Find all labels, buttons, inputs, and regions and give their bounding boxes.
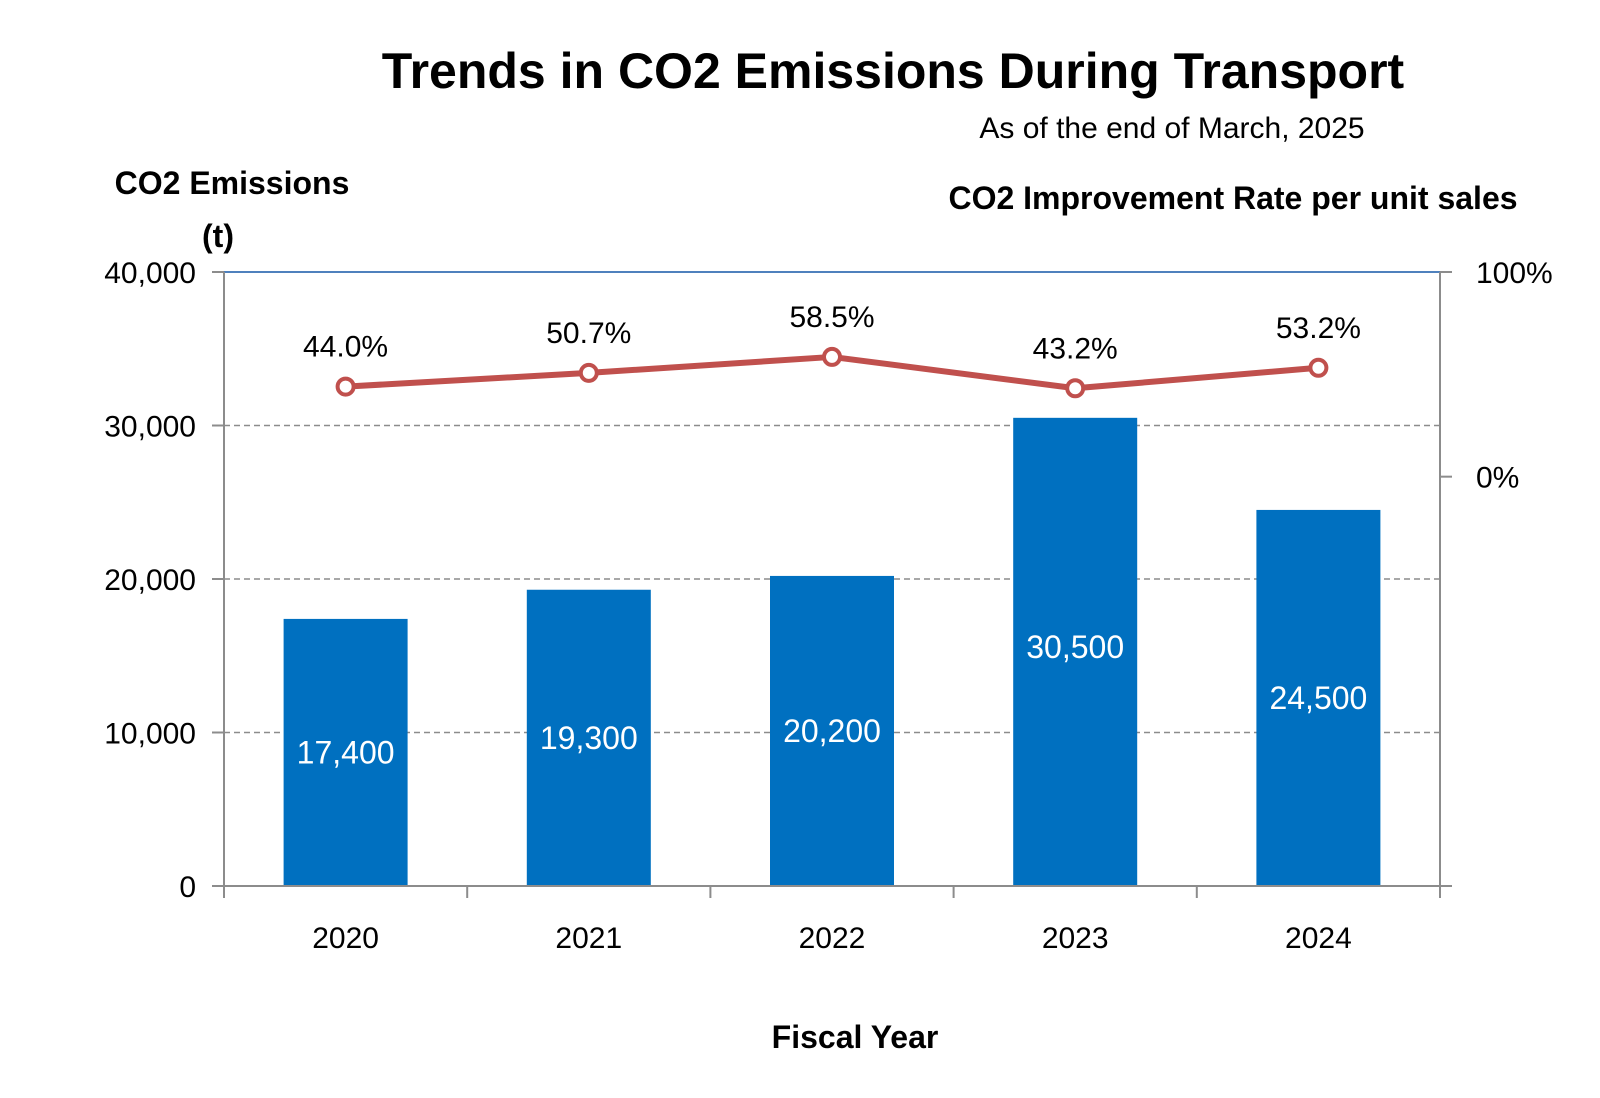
rate-value-label: 43.2% [1033,332,1118,365]
bar-value-label: 24,500 [1269,680,1367,716]
bar-2024 [1256,509,1381,886]
data-labels: 17,400 19,300 20,200 30,500 24,500 44.0% 50.7%… [297,301,1368,771]
axes: 0 10,000 20,000 30,000 40,000 0% 100% 2020 2021 2… [104,257,1553,955]
y2-axis-title: CO2 Improvement Rate per unit sales [948,180,1517,216]
rate-marker-2021 [578,362,599,383]
y2-tick-label: 100% [1476,257,1553,290]
y-tick-label: 0 [179,871,196,904]
bar-series [283,417,1381,886]
y-axis-title: CO2 Emissions [115,165,350,201]
rate-value-label: 53.2% [1276,312,1361,345]
y-tick-label: 30,000 [104,411,196,444]
x-tick-label: 2022 [799,922,866,955]
x-tick-label: 2024 [1285,922,1352,955]
y-tick-label: 20,000 [104,564,196,597]
bar-2022 [770,575,894,886]
bar-2023 [1013,417,1138,886]
bar-value-label: 30,500 [1026,629,1124,665]
rate-marker-2023 [1065,378,1086,399]
line-series [335,346,1329,399]
y-tick-label: 40,000 [104,257,196,290]
rate-marker-2024 [1308,357,1329,378]
y2-tick-label: 0% [1476,462,1519,495]
x-tick-label: 2020 [312,922,379,955]
bar-value-label: 17,400 [297,734,395,770]
bar-value-label: 20,200 [783,713,881,749]
chart-title: Trends in CO2 Emissions During Transport [382,43,1405,99]
rate-marker-2022 [822,346,842,367]
gridlines [224,271,1440,734]
rate-value-label: 50.7% [546,317,631,350]
y-axis-unit: (t) [202,218,234,254]
bar-value-label: 19,300 [540,720,638,756]
bar-2021 [526,589,651,886]
x-tick-label: 2023 [1042,922,1109,955]
rate-marker-2020 [335,376,356,397]
rate-value-label: 58.5% [789,301,874,334]
x-tick-label: 2021 [555,922,622,955]
y-tick-label: 10,000 [104,718,196,751]
x-axis-title: Fiscal Year [772,1019,939,1055]
bar-2020 [283,618,408,886]
chart-subtitle: As of the end of March, 2025 [979,112,1364,145]
rate-value-label: 44.0% [303,331,388,364]
